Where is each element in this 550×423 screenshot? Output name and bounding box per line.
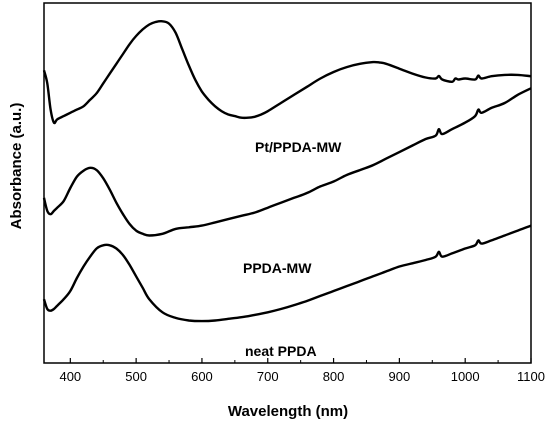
- y-axis-title: Absorbance (a.u.): [8, 103, 25, 230]
- plot-frame: [43, 2, 532, 364]
- series-lines: [42, 19, 532, 323]
- x-axis-title: Wavelength (nm): [228, 403, 348, 420]
- series-line-1: [42, 87, 532, 237]
- series-line-2: [42, 224, 532, 323]
- x-tick-label: 500: [125, 369, 147, 384]
- series-line-0: [42, 19, 532, 125]
- series-label-pt-ppda-mw: Pt/PPDA-MW: [255, 139, 342, 155]
- x-tick-label: 1100: [517, 369, 545, 384]
- x-axis-ticks: 400 500 600 700 800 900 1000 1100: [59, 358, 545, 384]
- x-tick-label: 400: [59, 369, 81, 384]
- x-tick-label: 1000: [451, 369, 480, 384]
- series-label-neat-ppda: neat PPDA: [245, 343, 317, 359]
- x-tick-label: 900: [389, 369, 411, 384]
- x-tick-label: 600: [191, 369, 213, 384]
- series-label-ppda-mw: PPDA-MW: [243, 260, 312, 276]
- x-tick-label: 700: [257, 369, 279, 384]
- x-tick-label: 800: [323, 369, 345, 384]
